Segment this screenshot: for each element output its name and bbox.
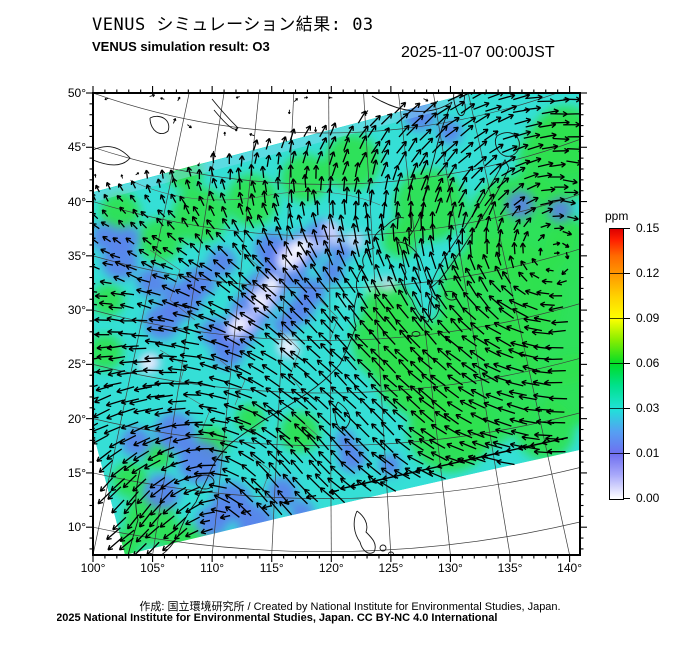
y-tick-label: 25° — [67, 357, 86, 372]
colorbar-tick — [623, 272, 630, 274]
colorbar-tick-label: 0.03 — [636, 401, 660, 415]
colorbar-tick-line — [610, 362, 623, 364]
wind-vectors — [93, 93, 580, 555]
colorbar-tick — [623, 452, 630, 454]
y-tick-label: 10° — [67, 520, 86, 535]
page-title-english: VENUS simulation result: O3 — [92, 39, 270, 54]
x-tick-label: 115° — [259, 561, 284, 575]
x-tick-label: 130° — [438, 561, 463, 575]
map-frame — [86, 86, 587, 562]
y-tick-label: 45° — [67, 140, 86, 155]
credit-line-copyright-wrap: ©2025 National Institute for Environment… — [57, 612, 617, 628]
x-tick-label: 105° — [140, 561, 165, 575]
colorbar: ppm 0.15 0.12 0.09 0.06 0.03 0.01 0.00 — [600, 203, 700, 513]
x-tick-label: 120° — [318, 561, 344, 575]
colorbar-tick-line — [610, 317, 623, 319]
x-tick-label: 110° — [200, 561, 225, 575]
colorbar-tick-line — [610, 272, 623, 274]
colorbar-tick — [623, 362, 630, 364]
colorbar-tick-label: 0.01 — [636, 446, 660, 460]
colorbar-unit-label: ppm — [605, 209, 629, 223]
colorbar-tick-label: 0.00 — [636, 491, 660, 505]
colorbar-tick — [623, 407, 630, 409]
y-tick-label: 15° — [67, 465, 86, 480]
y-tick-label: 30° — [67, 303, 86, 318]
colorbar-gradient — [609, 228, 624, 500]
credit-line-copyright: ©2025 National Institute for Environment… — [57, 612, 498, 624]
colorbar-tick-label: 0.06 — [636, 356, 660, 370]
colorbar-tick — [623, 227, 630, 229]
y-tick-label: 50° — [67, 86, 86, 100]
x-tick-label: 135° — [497, 561, 523, 575]
x-tick-label: 100° — [80, 561, 106, 575]
x-tick-label: 140° — [557, 561, 582, 575]
x-tick-label: 125° — [378, 561, 404, 575]
datetime-label: 2025-11-07 00:00JST — [401, 44, 555, 61]
colorbar-tick-label: 0.15 — [636, 221, 660, 235]
y-tick-label: 35° — [67, 248, 86, 263]
colorbar-tick — [623, 317, 630, 319]
credit-line-created-by: 作成: 国立環境研究所 / Created by National Instit… — [139, 601, 561, 613]
colorbar-tick-line — [610, 407, 623, 409]
colorbar-tick-label: 0.12 — [636, 266, 660, 280]
y-tick-label: 40° — [67, 194, 86, 209]
colorbar-tick-line — [610, 452, 623, 454]
colorbar-tick-label: 0.09 — [636, 311, 660, 325]
page-title-japanese: VENUS シミュレーション結果: 03 — [92, 15, 374, 35]
y-tick-label: 20° — [67, 411, 86, 426]
colorbar-tick — [623, 497, 630, 499]
